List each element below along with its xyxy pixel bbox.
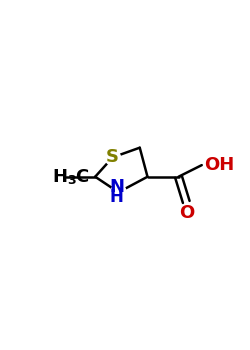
Text: OH: OH [204,156,234,174]
Text: S: S [106,148,119,166]
Circle shape [105,150,120,165]
Text: C: C [76,168,89,186]
Text: H: H [110,188,124,205]
Circle shape [111,184,126,200]
Text: O: O [178,204,194,222]
Text: N: N [109,178,124,196]
Text: 3: 3 [67,174,76,187]
Text: H: H [52,168,67,186]
